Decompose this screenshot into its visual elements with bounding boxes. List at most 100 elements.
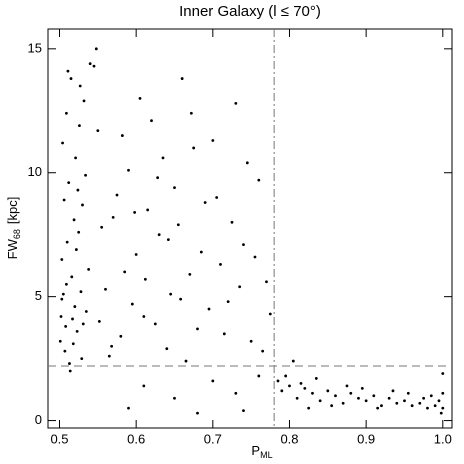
point xyxy=(97,320,101,323)
point xyxy=(245,161,249,165)
point xyxy=(403,399,406,403)
point xyxy=(426,406,429,410)
point xyxy=(196,411,199,415)
point xyxy=(127,406,130,410)
point xyxy=(372,394,376,398)
point xyxy=(130,302,134,306)
point xyxy=(67,181,71,185)
point xyxy=(406,391,410,395)
point xyxy=(146,208,150,212)
point xyxy=(203,201,207,204)
point xyxy=(64,111,68,115)
point xyxy=(64,324,68,328)
point xyxy=(81,322,85,326)
point xyxy=(84,310,88,313)
point xyxy=(62,198,66,202)
point xyxy=(59,315,63,318)
point xyxy=(142,315,146,318)
point xyxy=(276,379,280,383)
point xyxy=(156,176,160,180)
point xyxy=(133,210,137,214)
point xyxy=(257,178,261,182)
point xyxy=(173,396,176,400)
point xyxy=(441,372,445,375)
point xyxy=(242,243,245,247)
point xyxy=(157,233,161,237)
point xyxy=(179,297,183,301)
point xyxy=(314,377,318,380)
point xyxy=(153,322,157,326)
point xyxy=(111,215,115,219)
point xyxy=(299,381,303,385)
point xyxy=(161,156,165,160)
point xyxy=(357,396,360,400)
point xyxy=(143,277,147,281)
point xyxy=(215,196,219,199)
point xyxy=(81,203,84,207)
y-tick-label: 0 xyxy=(35,412,42,427)
point xyxy=(410,404,414,408)
point xyxy=(110,344,114,348)
point xyxy=(58,339,62,343)
y-tick-label: 5 xyxy=(35,288,42,303)
point xyxy=(87,267,91,271)
plot-frame xyxy=(47,28,453,429)
point xyxy=(73,305,77,308)
point xyxy=(242,409,245,413)
point xyxy=(69,77,73,80)
point xyxy=(123,270,127,274)
point xyxy=(418,401,422,405)
point xyxy=(68,369,72,373)
point xyxy=(268,312,272,316)
point xyxy=(68,362,71,365)
point xyxy=(173,186,176,190)
point xyxy=(196,327,199,331)
point xyxy=(288,384,291,388)
x-tick-label: 0.9 xyxy=(357,431,375,446)
y-label-sub: 68 xyxy=(12,229,22,239)
point xyxy=(78,124,81,128)
point xyxy=(78,84,82,88)
point xyxy=(326,389,330,393)
point xyxy=(234,101,238,105)
point xyxy=(257,374,261,378)
point xyxy=(100,225,104,229)
x-tick-label: 1.0 xyxy=(434,431,452,446)
point xyxy=(345,384,349,388)
y-tick-label: 10 xyxy=(28,164,42,179)
point xyxy=(387,396,391,400)
point xyxy=(311,391,314,395)
point xyxy=(230,220,234,224)
point xyxy=(360,386,364,390)
point xyxy=(395,401,399,405)
point xyxy=(150,119,153,123)
y-tick-label: 15 xyxy=(28,40,42,55)
point xyxy=(429,394,433,398)
point xyxy=(104,287,107,291)
x-label-sub: ML xyxy=(260,450,273,460)
point xyxy=(74,248,78,251)
x-tick-label: 0.8 xyxy=(280,431,298,446)
point xyxy=(79,290,83,294)
point xyxy=(82,99,86,103)
point xyxy=(433,404,437,408)
point xyxy=(66,69,70,73)
point xyxy=(65,240,69,244)
point xyxy=(70,275,74,279)
point xyxy=(364,399,368,403)
point xyxy=(341,401,345,405)
point xyxy=(284,374,288,378)
x-tick-label: 0.7 xyxy=(204,431,222,446)
point xyxy=(184,359,188,363)
point xyxy=(391,389,395,393)
point xyxy=(60,258,64,261)
point xyxy=(253,255,257,259)
point xyxy=(219,263,222,266)
point xyxy=(71,342,75,346)
point xyxy=(92,64,96,68)
point xyxy=(295,396,299,400)
point xyxy=(120,134,124,137)
point xyxy=(222,332,226,336)
point xyxy=(166,238,170,242)
